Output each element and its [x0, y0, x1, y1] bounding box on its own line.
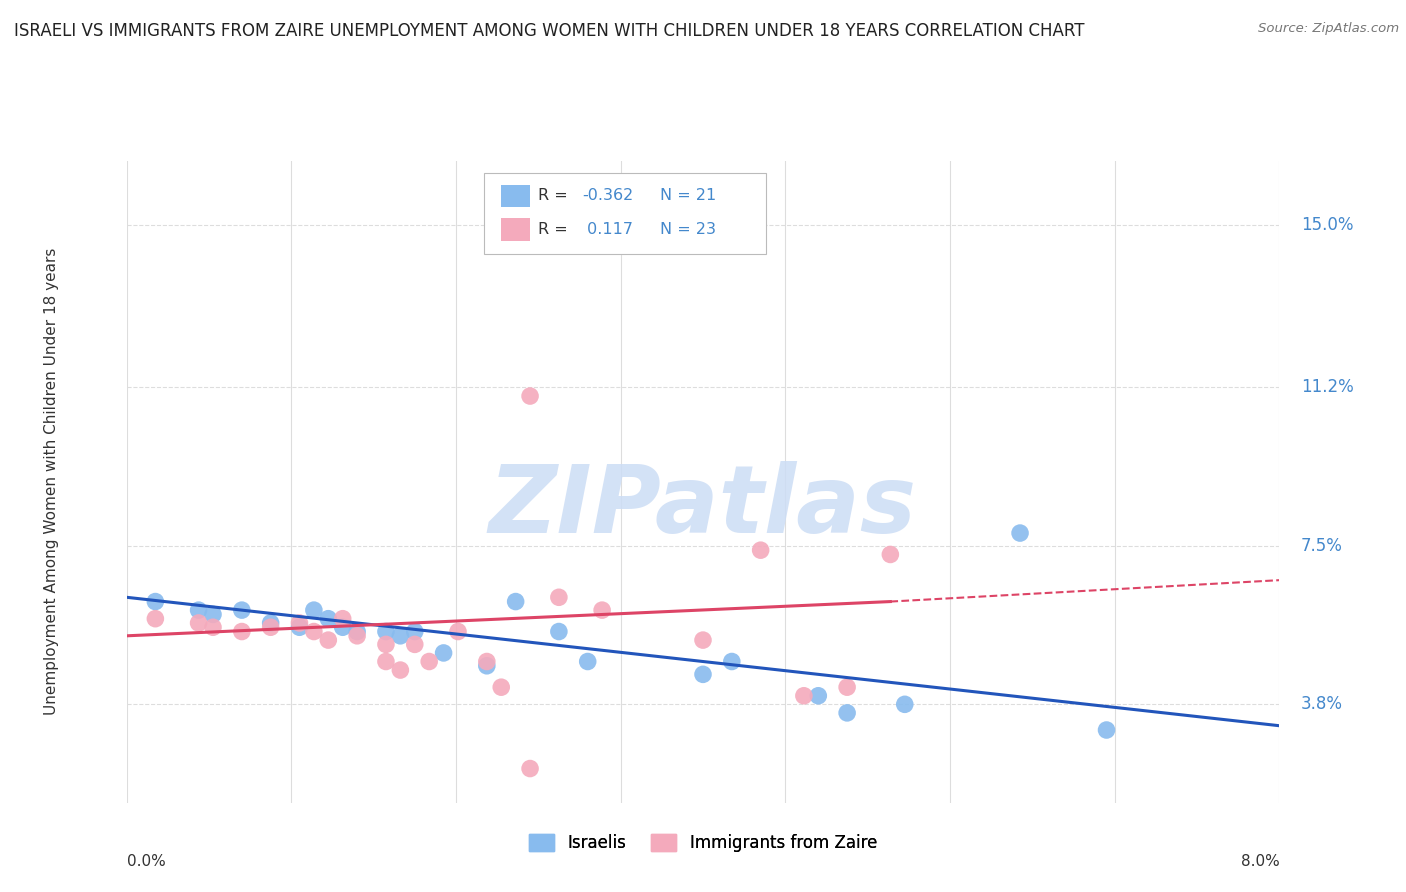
Text: R =: R =	[538, 222, 568, 236]
Point	[288, 620, 311, 634]
Point	[692, 633, 714, 648]
Point	[519, 389, 541, 403]
Point	[332, 620, 354, 634]
Point	[505, 594, 527, 608]
Point	[145, 594, 166, 608]
Point	[576, 655, 599, 669]
Point	[894, 698, 917, 712]
Point	[807, 689, 830, 703]
Point	[418, 655, 440, 669]
Point	[259, 615, 281, 630]
Text: 7.5%: 7.5%	[1301, 537, 1343, 555]
Text: 15.0%: 15.0%	[1301, 216, 1354, 234]
Point	[1008, 526, 1031, 541]
Point	[447, 624, 470, 639]
Point	[187, 603, 209, 617]
Text: ZIPatlas: ZIPatlas	[489, 461, 917, 553]
Text: N = 23: N = 23	[661, 222, 716, 236]
Text: 11.2%: 11.2%	[1301, 378, 1354, 396]
Text: 3.8%: 3.8%	[1301, 696, 1343, 714]
Point	[475, 655, 498, 669]
Point	[202, 620, 225, 634]
Text: 0.117: 0.117	[582, 222, 633, 236]
Point	[489, 680, 512, 694]
Point	[404, 637, 426, 651]
Text: -0.362: -0.362	[582, 188, 633, 203]
Point	[591, 603, 613, 617]
Point	[145, 612, 166, 626]
FancyBboxPatch shape	[484, 173, 766, 253]
Point	[374, 637, 396, 651]
Point	[835, 680, 858, 694]
Point	[288, 615, 311, 630]
Point	[316, 612, 339, 626]
Point	[346, 624, 368, 639]
Point	[793, 689, 815, 703]
Point	[692, 667, 714, 681]
Point	[433, 646, 456, 660]
Point	[332, 612, 354, 626]
Point	[475, 658, 498, 673]
Text: ISRAELI VS IMMIGRANTS FROM ZAIRE UNEMPLOYMENT AMONG WOMEN WITH CHILDREN UNDER 18: ISRAELI VS IMMIGRANTS FROM ZAIRE UNEMPLO…	[14, 22, 1084, 40]
Text: Source: ZipAtlas.com: Source: ZipAtlas.com	[1258, 22, 1399, 36]
Point	[316, 633, 339, 648]
Point	[187, 615, 209, 630]
Point	[302, 603, 325, 617]
Point	[202, 607, 225, 622]
Point	[389, 629, 412, 643]
Point	[879, 548, 901, 562]
FancyBboxPatch shape	[501, 185, 530, 207]
Text: R =: R =	[538, 188, 568, 203]
Point	[389, 663, 412, 677]
Point	[749, 543, 772, 558]
Legend: Israelis, Immigrants from Zaire: Israelis, Immigrants from Zaire	[523, 827, 883, 859]
Point	[231, 624, 253, 639]
Point	[302, 624, 325, 639]
Point	[519, 762, 541, 776]
Point	[404, 624, 426, 639]
Point	[374, 624, 396, 639]
Text: 8.0%: 8.0%	[1240, 855, 1279, 869]
Point	[720, 655, 742, 669]
FancyBboxPatch shape	[501, 218, 530, 241]
Text: 0.0%: 0.0%	[127, 855, 166, 869]
Point	[259, 620, 281, 634]
Text: N = 21: N = 21	[661, 188, 717, 203]
Point	[346, 629, 368, 643]
Point	[547, 591, 569, 605]
Point	[231, 603, 253, 617]
Point	[547, 624, 569, 639]
Point	[835, 706, 858, 720]
Point	[374, 655, 396, 669]
Point	[1095, 723, 1118, 737]
Text: Unemployment Among Women with Children Under 18 years: Unemployment Among Women with Children U…	[44, 248, 59, 715]
